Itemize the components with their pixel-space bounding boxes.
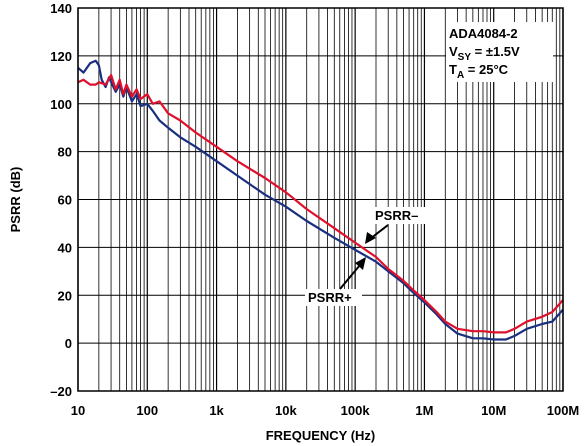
y-tick-label: 20 [58,288,72,303]
y-tick-label: 60 [58,193,72,208]
y-tick-labels: –20 0 20 40 60 80 100 120 140 [50,1,72,399]
y-tick-label: –20 [50,384,72,399]
series-line-psrr-minus [77,73,564,334]
x-tick-label: 10 [71,403,85,418]
y-tick-label: 120 [50,49,72,64]
ta-subscript: A [457,70,464,81]
annotation-psrr-minus-background [372,207,427,224]
x-tick-label: 10M [481,403,506,418]
plot-frame [77,7,564,392]
y-tick-label: 40 [58,240,72,255]
x-tick-labels: 10 100 1k 10k 100k 1M 10M 100M [71,403,580,418]
vsy-value: = ±1.5V [471,44,520,59]
y-tick-label: 80 [58,145,72,160]
annotation-psrr-plus: PSRR+ [305,257,366,306]
x-axis-label: FREQUENCY (Hz) [266,428,376,443]
series-line-psrr-plus [77,59,564,341]
info-box-background [446,22,553,82]
annotation-psrr-plus-background [305,289,362,306]
ta-value: = 25°C [464,62,508,77]
info-box: ADA4084-2 VSY = ±1.5V TA = 25°C [446,22,553,82]
y-tick-label: 140 [50,1,72,16]
annotation-psrr-plus-label: PSRR+ [308,290,352,305]
vsy-symbol: V [449,44,458,59]
supply-voltage: VSY = ±1.5V [449,44,520,63]
annotation-psrr-minus: PSRR– [365,207,427,244]
y-tick-label: 0 [65,336,72,351]
x-tick-label: 100k [341,403,371,418]
annotation-psrr-plus-arrow [339,264,361,290]
x-tick-label: 100M [547,403,580,418]
grid [77,7,564,392]
series-layer [77,59,564,341]
annotation-psrr-minus-arrowhead [365,232,376,244]
x-tick-label: 1M [415,403,433,418]
y-axis-label: PSRR (dB) [8,167,23,233]
ambient-temperature: TA = 25°C [449,62,509,81]
part-number: ADA4084-2 [449,26,518,41]
x-tick-label: 1k [209,403,224,418]
vsy-subscript: SY [458,52,472,63]
x-tick-label: 10k [275,403,297,418]
ta-symbol: T [449,62,457,77]
y-tick-label: 100 [50,97,72,112]
annotation-psrr-minus-label: PSRR– [375,208,418,223]
x-tick-label: 100 [136,403,158,418]
annotation-psrr-plus-arrowhead [355,257,366,270]
